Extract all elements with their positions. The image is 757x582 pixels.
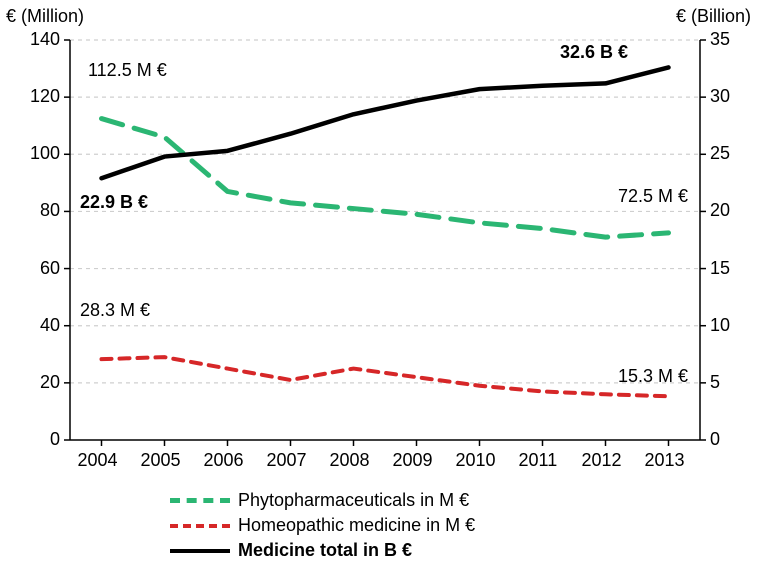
label-total-end: 32.6 B € xyxy=(560,42,628,63)
y-left-tick: 140 xyxy=(30,29,60,50)
legend-label-total: Medicine total in B € xyxy=(238,540,412,561)
x-tick: 2008 xyxy=(330,450,370,471)
label-phyto-start: 112.5 M € xyxy=(88,60,167,81)
x-tick: 2013 xyxy=(645,450,685,471)
label-homeo-end: 15.3 M € xyxy=(618,366,688,387)
x-tick: 2004 xyxy=(78,450,118,471)
legend-swatch-total xyxy=(170,549,230,553)
legend-label-phyto: Phytopharmaceuticals in M € xyxy=(238,490,469,511)
y-right-tick: 10 xyxy=(710,315,730,336)
y-left-tick: 0 xyxy=(50,429,60,450)
y-left-tick: 20 xyxy=(40,372,60,393)
y-right-tick: 30 xyxy=(710,86,730,107)
x-tick: 2007 xyxy=(267,450,307,471)
series-total xyxy=(102,67,669,178)
x-tick: 2010 xyxy=(456,450,496,471)
x-tick: 2006 xyxy=(204,450,244,471)
legend-item-homeo: Homeopathic medicine in M € xyxy=(170,515,475,536)
legend-swatch-phyto xyxy=(170,498,230,503)
label-phyto-end: 72.5 M € xyxy=(618,186,688,207)
legend-item-total: Medicine total in B € xyxy=(170,540,412,561)
y-right-tick: 0 xyxy=(710,429,720,450)
legend-label-homeo: Homeopathic medicine in M € xyxy=(238,515,475,536)
series-phyto xyxy=(102,119,669,238)
y-right-tick: 25 xyxy=(710,143,730,164)
legend: Phytopharmaceuticals in M € Homeopathic … xyxy=(170,490,475,561)
x-tick: 2011 xyxy=(519,450,558,471)
x-tick: 2012 xyxy=(582,450,622,471)
y-left-tick: 40 xyxy=(40,315,60,336)
label-homeo-start: 28.3 M € xyxy=(80,300,150,321)
series-homeo xyxy=(102,357,669,396)
y-right-tick: 20 xyxy=(710,200,730,221)
x-tick: 2005 xyxy=(141,450,181,471)
y-left-tick: 120 xyxy=(30,86,60,107)
x-tick: 2009 xyxy=(393,450,433,471)
y-left-tick: 100 xyxy=(30,143,60,164)
y-left-tick: 80 xyxy=(40,200,60,221)
legend-swatch-homeo xyxy=(170,524,230,528)
y-right-tick: 35 xyxy=(710,29,730,50)
y-right-tick: 15 xyxy=(710,258,730,279)
y-right-tick: 5 xyxy=(710,372,720,393)
chart-container: € (Million) € (Billion) 0204060801001201… xyxy=(0,0,757,582)
label-total-start: 22.9 B € xyxy=(80,192,148,213)
legend-item-phyto: Phytopharmaceuticals in M € xyxy=(170,490,469,511)
y-left-tick: 60 xyxy=(40,258,60,279)
